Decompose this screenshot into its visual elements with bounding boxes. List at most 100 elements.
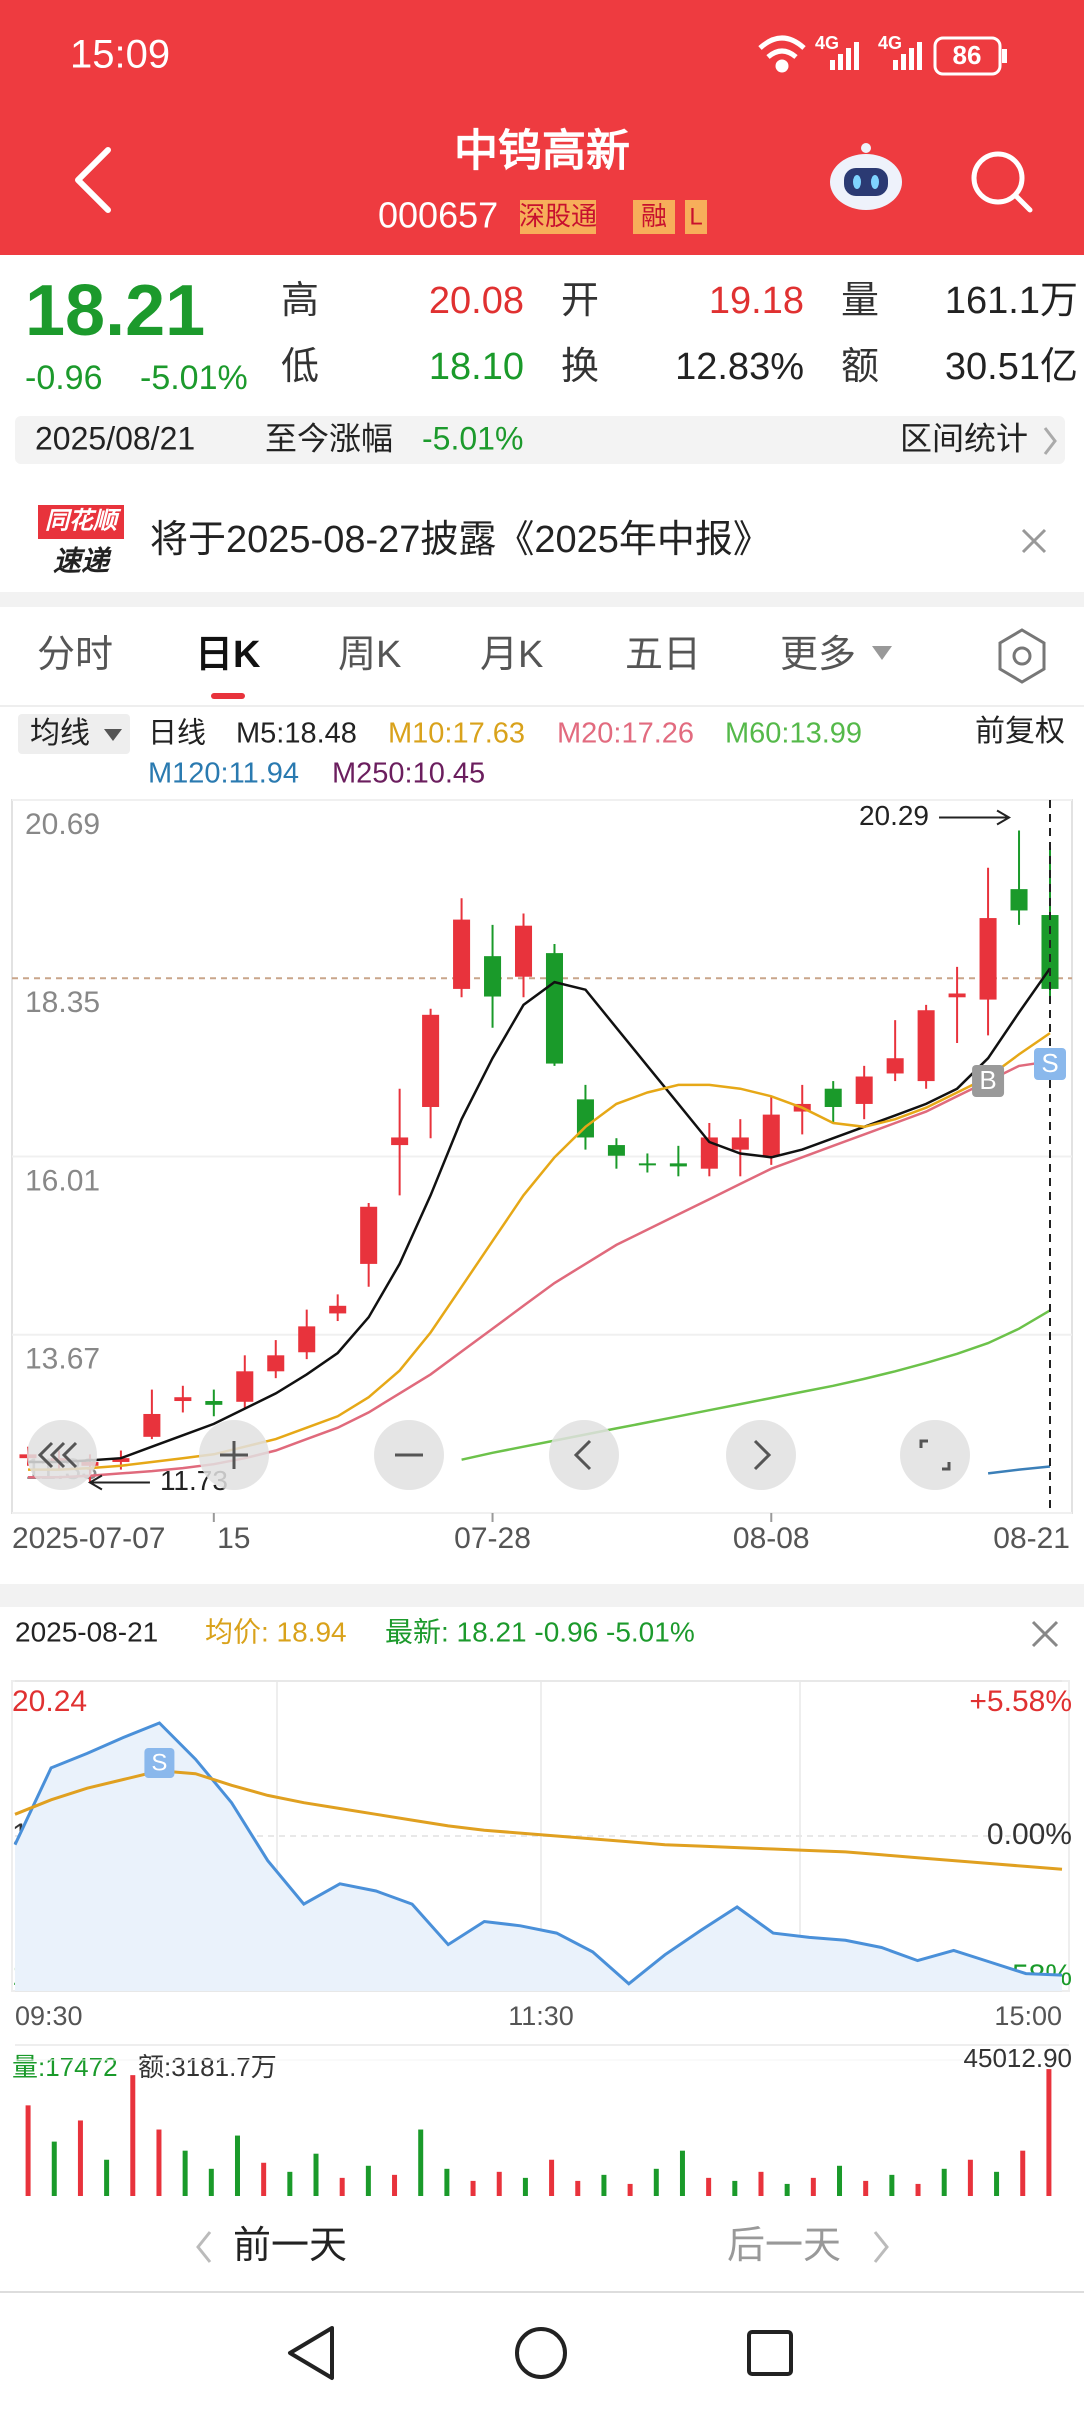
chart-control-icon <box>37 1441 78 1469</box>
latest-price: 最新: 18.21 -0.96 -5.01% <box>385 1616 695 1647</box>
stat-value: 161.1万 <box>945 280 1078 322</box>
period-stats-button[interactable]: 区间统计 <box>900 420 1028 456</box>
avg-line <box>14 1769 1063 1871</box>
volume-bar <box>156 2129 162 2196</box>
volume-bar <box>392 2174 398 2196</box>
wifi-icon <box>758 35 806 73</box>
x-tick-label: 11:30 <box>508 2001 574 2031</box>
volume-bar <box>51 2141 57 2196</box>
adjust-mode[interactable]: 前复权 <box>975 715 1065 748</box>
tab-bar: 分时 日K 周K 月K 五日 更多 <box>37 634 892 699</box>
trade-marker-bg <box>1034 1048 1066 1080</box>
stat-value: 30.51亿 <box>945 346 1078 388</box>
candle-body <box>948 993 966 998</box>
notice-logo-top: 同花顺 <box>45 507 122 534</box>
nav-home[interactable] <box>515 2327 567 2379</box>
settings-button[interactable] <box>998 628 1046 684</box>
volume-label: 量:17472 <box>12 2052 118 2082</box>
ma-legend-item: M10:17.63 <box>388 718 525 750</box>
battery-frame <box>933 36 1002 76</box>
ma-selector-bg[interactable] <box>18 714 130 754</box>
ma-line <box>28 967 1052 1464</box>
stat-value: 12.83% <box>675 346 804 388</box>
notice-logo-bottom: 速递 <box>53 545 112 576</box>
period-bar <box>15 416 1065 464</box>
chart-control[interactable] <box>900 1420 970 1490</box>
prev-day[interactable]: 前一天 <box>233 2225 347 2267</box>
chart-control-icon <box>919 1439 951 1471</box>
prev-chevron <box>196 2231 212 2263</box>
battery-level: 86 <box>953 40 982 70</box>
candle-body <box>360 1206 378 1264</box>
ma-legend-item: M60:13.99 <box>725 718 862 750</box>
ma-legend-item: 日线 <box>148 717 206 750</box>
candle-body <box>979 918 997 1000</box>
tab[interactable]: 分时 <box>37 634 113 676</box>
volume-bar <box>784 2183 790 2196</box>
tab[interactable]: 日K <box>195 634 261 676</box>
volume-bar <box>418 2129 424 2196</box>
volume-bar <box>1020 2150 1026 2196</box>
candle-body <box>1010 889 1028 911</box>
y-tick-label: 20.24 <box>12 1685 87 1718</box>
next-day[interactable]: 后一天 <box>727 2225 841 2267</box>
x-tick-label: 2025-07-07 <box>12 1522 165 1555</box>
y-tick-label: 20.69 <box>25 808 100 841</box>
notice-text[interactable]: 将于2025-08-27披露《2025年中报》 <box>150 519 771 561</box>
chevron <box>1043 427 1057 455</box>
dropdown-arrow <box>104 729 122 741</box>
search-button[interactable] <box>971 151 1033 213</box>
y-tick-label: 45012.90 <box>964 2043 1072 2073</box>
volume-bar <box>575 2180 581 2196</box>
candle-body <box>700 1137 718 1169</box>
tab[interactable]: 月K <box>480 634 543 676</box>
period-label: 至今涨幅 <box>265 420 393 456</box>
volume-bar <box>130 2075 136 2196</box>
x-tick-label: 15:00 <box>994 2001 1062 2031</box>
candle-body <box>638 1163 656 1166</box>
stat-value: 20.08 <box>429 280 524 322</box>
assistant-icon[interactable] <box>830 143 902 210</box>
volume-bar <box>941 2168 947 2196</box>
candle-body <box>762 1114 780 1156</box>
low-arrow <box>87 1474 150 1491</box>
candle-body <box>886 1058 904 1074</box>
candle-body <box>545 953 564 1064</box>
nav-back[interactable] <box>288 2326 334 2380</box>
ma-legend-item: M250:10.45 <box>332 758 485 790</box>
volume-bar <box>208 2168 214 2196</box>
candle-body <box>422 1014 440 1107</box>
intraday-close[interactable] <box>1031 1620 1059 1648</box>
back-button[interactable] <box>75 147 111 213</box>
tab[interactable]: 周K <box>338 634 401 676</box>
volume-bar <box>287 2171 293 2196</box>
volume-bar <box>549 2159 555 2196</box>
ma-selector[interactable]: 均线 <box>30 717 90 750</box>
chart-control[interactable] <box>549 1420 619 1490</box>
x-tick-label: 07-28 <box>454 1522 531 1555</box>
candle-body <box>917 1010 935 1082</box>
tab[interactable]: 更多 <box>780 634 856 676</box>
ma-line <box>987 1465 1051 1475</box>
candle-body <box>514 925 533 977</box>
battery-tip <box>1002 49 1007 63</box>
notice-close[interactable] <box>1021 528 1047 554</box>
clock: 15:09 <box>70 33 170 77</box>
volume-bar <box>837 2165 843 2196</box>
chart-control[interactable] <box>726 1420 796 1490</box>
dropdown-arrow <box>872 646 892 660</box>
tab-indicator <box>211 693 245 699</box>
price-change-pct: -5.01% <box>140 359 248 397</box>
tab[interactable]: 五日 <box>625 634 701 676</box>
volume-bar <box>732 2180 738 2196</box>
period-value: -5.01% <box>422 420 523 456</box>
volume-bar <box>470 2180 476 2196</box>
trade-marker: S <box>1041 1048 1058 1078</box>
volume-bar <box>994 2171 1000 2196</box>
ma-line <box>28 1060 1051 1479</box>
nav-recent[interactable] <box>747 2330 793 2376</box>
period-date: 2025/08/21 <box>35 420 195 456</box>
volume-bar <box>365 2165 371 2196</box>
